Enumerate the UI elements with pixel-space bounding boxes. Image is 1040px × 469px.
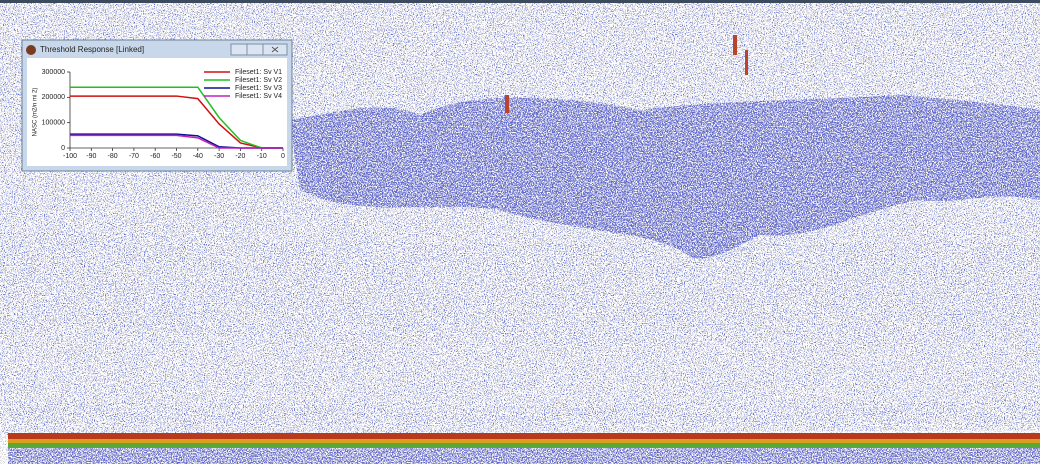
legend-label: Fileset1: Sv V3 bbox=[235, 85, 282, 92]
series-line bbox=[70, 134, 283, 149]
y-tick-label: 0 bbox=[61, 145, 65, 152]
legend-label: Fileset1: Sv V1 bbox=[235, 69, 282, 76]
x-tick-label: -40 bbox=[193, 153, 203, 160]
y-tick-label: 300000 bbox=[42, 69, 65, 76]
y-tick-label: 100000 bbox=[42, 120, 65, 127]
maximize-button[interactable] bbox=[246, 43, 264, 56]
x-tick-label: -100 bbox=[63, 153, 77, 160]
x-tick-label: -10 bbox=[257, 153, 267, 160]
legend-label: Fileset1: Sv V4 bbox=[235, 93, 282, 100]
minimize-button[interactable] bbox=[230, 43, 248, 56]
x-tick-label: -60 bbox=[150, 153, 160, 160]
series-line bbox=[70, 95, 283, 149]
x-tick-label: -20 bbox=[235, 153, 245, 160]
series-line bbox=[70, 86, 283, 149]
x-tick-label: -80 bbox=[108, 153, 118, 160]
x-tick-label: 0 bbox=[281, 153, 285, 160]
close-icon bbox=[271, 46, 279, 53]
window-title: Threshold Response [Linked] bbox=[40, 45, 144, 54]
x-tick-label: -50 bbox=[171, 153, 181, 160]
window-icon bbox=[26, 45, 36, 55]
x-tick-label: -90 bbox=[86, 153, 96, 160]
y-axis-label: NASC (m2/n mi 2) bbox=[33, 88, 39, 137]
x-tick-label: -30 bbox=[214, 153, 224, 160]
y-tick-label: 200000 bbox=[42, 94, 65, 101]
window[interactable]: Threshold Response [Linked] NASC (m2/n m… bbox=[21, 39, 293, 172]
x-tick-label: -70 bbox=[129, 153, 139, 160]
legend-label: Fileset1: Sv V2 bbox=[235, 77, 282, 84]
